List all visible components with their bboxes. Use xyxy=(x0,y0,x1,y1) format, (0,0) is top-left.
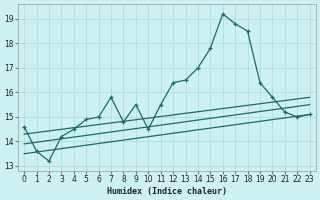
X-axis label: Humidex (Indice chaleur): Humidex (Indice chaleur) xyxy=(107,187,227,196)
